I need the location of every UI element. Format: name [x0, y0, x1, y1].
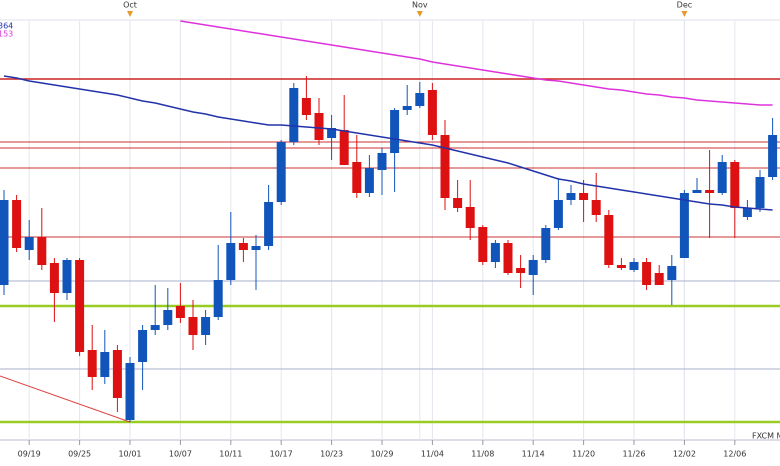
candle-body	[654, 273, 664, 285]
candle-body	[390, 110, 400, 153]
candle-body	[87, 350, 97, 377]
candle-body	[541, 228, 551, 260]
candle-body	[289, 88, 299, 142]
trendline	[0, 375, 131, 423]
candle-body	[37, 237, 47, 265]
candle-body	[579, 193, 589, 200]
x-tick-label: 10/17	[270, 450, 293, 459]
candle-body	[453, 198, 463, 208]
legend-label: 153	[0, 30, 13, 39]
candle-body	[352, 162, 362, 193]
x-tick-label: 10/01	[118, 450, 141, 459]
candle-body	[415, 93, 425, 106]
candle-body	[339, 130, 349, 165]
candle-body	[150, 325, 160, 330]
candle-body	[478, 227, 488, 262]
candle-body	[553, 200, 563, 228]
candle-body	[629, 262, 639, 270]
x-tick-label: 11/20	[572, 450, 595, 459]
candle-body	[125, 363, 135, 420]
candle-body	[566, 193, 576, 200]
x-tick-label: 10/23	[320, 450, 343, 459]
candle-body	[314, 113, 324, 140]
month-label: Dec	[677, 1, 692, 10]
candle-body	[642, 262, 652, 285]
candle-body	[503, 243, 513, 273]
candle-body	[24, 237, 34, 250]
candle-body	[62, 260, 72, 293]
candle-body	[705, 190, 715, 193]
candle-body	[112, 350, 122, 398]
candle-body	[402, 106, 412, 110]
month-marker	[681, 11, 688, 17]
x-tick-label: 11/08	[471, 450, 494, 459]
legend-label: 364	[0, 22, 13, 31]
candle-body	[264, 202, 274, 246]
candle-body	[213, 280, 223, 317]
candle-body	[427, 90, 437, 135]
candle-body	[226, 243, 236, 280]
candle-body	[440, 135, 450, 198]
candle-body	[163, 310, 173, 325]
candle-body	[377, 153, 387, 170]
moving-average-line	[180, 20, 773, 106]
candle-body	[49, 263, 59, 293]
candle-body	[692, 190, 702, 193]
candle-body	[667, 266, 677, 280]
x-tick-label: 09/19	[18, 450, 41, 459]
source-label: FXCM M	[752, 432, 780, 441]
candle-body	[188, 317, 198, 335]
candle-body	[679, 193, 689, 258]
x-tick-label: 10/11	[219, 450, 242, 459]
candle-body	[0, 200, 9, 285]
candle-body	[12, 200, 22, 248]
candle-body	[465, 207, 475, 228]
candle-body	[251, 246, 261, 250]
candle-body	[490, 243, 500, 262]
candle-body	[201, 317, 211, 335]
candle-body	[591, 200, 601, 215]
candle-body	[768, 135, 778, 177]
x-tick-label: 10/07	[169, 450, 192, 459]
candle-body	[730, 162, 740, 208]
candle-body	[100, 352, 110, 377]
candle-body	[755, 177, 765, 208]
x-tick-label: 11/04	[421, 450, 444, 459]
candle-body	[616, 265, 626, 268]
moving-average-line	[3, 75, 773, 211]
candle-body	[175, 306, 185, 318]
candle-body	[75, 260, 85, 352]
candle-body	[276, 142, 286, 202]
candle-body	[238, 243, 248, 250]
x-tick-label: 09/25	[68, 450, 91, 459]
candle-body	[604, 215, 614, 265]
month-marker	[127, 11, 133, 17]
month-label: Nov	[412, 1, 428, 10]
x-tick-label: 12/06	[723, 450, 746, 459]
candle-body	[717, 162, 727, 193]
x-tick-label: 12/02	[673, 450, 696, 459]
candle-body	[301, 98, 311, 115]
month-label: Oct	[123, 1, 137, 10]
candle-body	[138, 330, 148, 362]
x-tick-label: 11/26	[622, 450, 645, 459]
candle-body	[742, 208, 752, 217]
x-tick-label: 10/29	[370, 450, 393, 459]
month-marker	[416, 11, 423, 17]
candle-body	[528, 260, 538, 275]
x-tick-label: 11/14	[522, 450, 545, 459]
candle-body	[364, 168, 374, 193]
candle-body	[327, 128, 337, 138]
candle-body	[516, 268, 526, 273]
